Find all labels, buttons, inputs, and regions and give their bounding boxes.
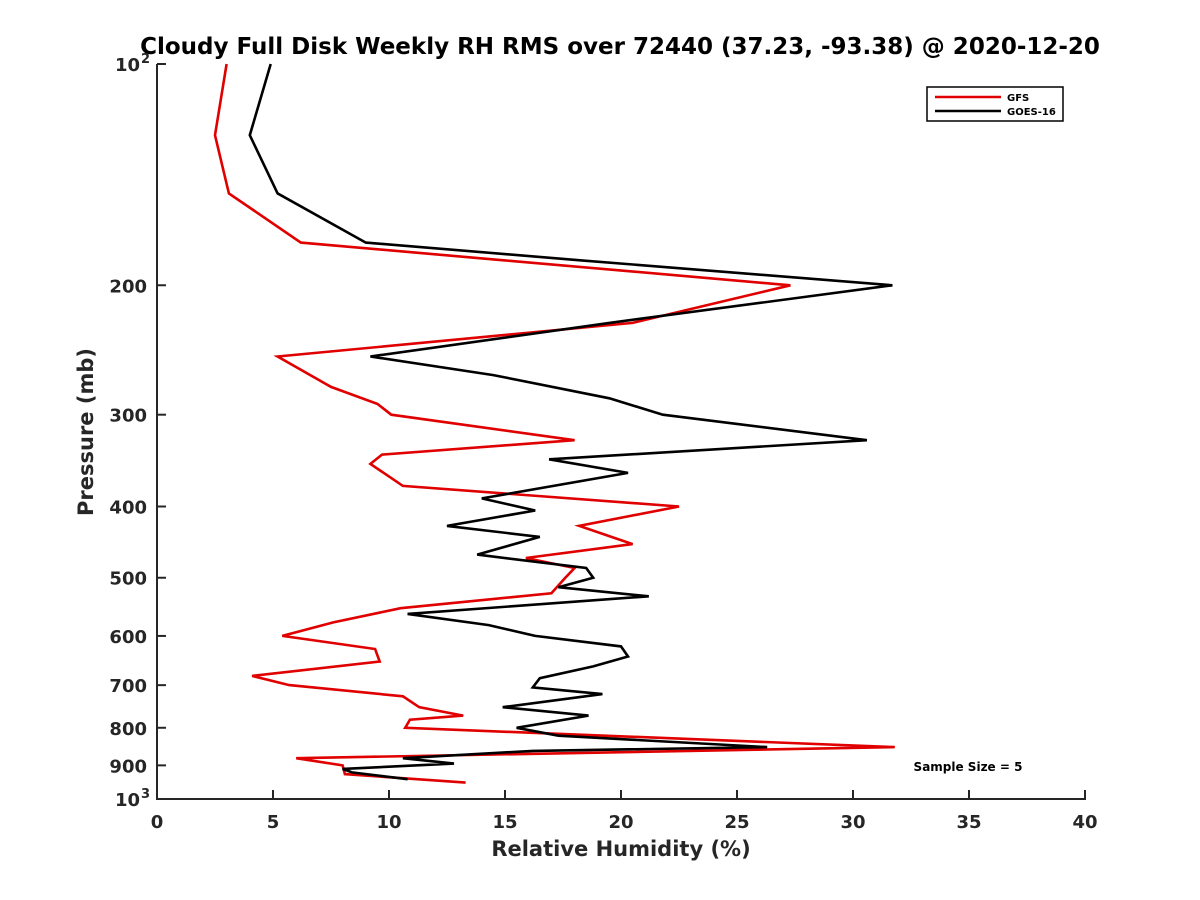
legend-label: GFS [1007,93,1029,104]
chart-title: Cloudy Full Disk Weekly RH RMS over 7244… [140,34,1100,60]
x-axis-label: Relative Humidity (%) [491,837,750,861]
y-tick-label: 400 [109,498,147,519]
series-lines [213,63,895,784]
x-tick-label: 30 [840,812,865,833]
x-tick-label: 5 [267,812,280,833]
sample-size-note: Sample Size = 5 [914,760,1023,774]
y-tick-label: 500 [109,569,147,590]
y-tick-exponent: 3 [141,787,150,802]
x-tick-label: 10 [376,812,401,833]
x-ticks: 0 5 10 15 20 25 30 35 40 [151,790,1098,833]
y-tick-label: 10 [115,790,140,811]
y-axis-label: Pressure (mb) [74,348,98,516]
x-tick-label: 20 [608,812,633,833]
series-line-goes-16 [248,63,893,781]
y-tick-label: 800 [109,719,147,740]
x-tick-label: 25 [724,812,749,833]
x-tick-label: 40 [1072,812,1097,833]
legend: GFS GOES-16 [926,86,1064,122]
series-line-gfs [213,63,895,784]
legend-box [926,86,1064,122]
legend-label: GOES-16 [1007,107,1056,118]
y-tick-label: 600 [109,627,147,648]
y-tick-exponent: 2 [141,52,150,67]
x-tick-label: 15 [492,812,517,833]
y-tick-label: 700 [109,676,147,697]
y-tick-label: 300 [109,406,147,427]
y-tick-label: 900 [109,756,147,777]
y-tick-label: 200 [109,276,147,297]
x-tick-label: 0 [151,812,164,833]
y-tick-label: 10 [115,55,140,76]
x-tick-label: 35 [956,812,981,833]
